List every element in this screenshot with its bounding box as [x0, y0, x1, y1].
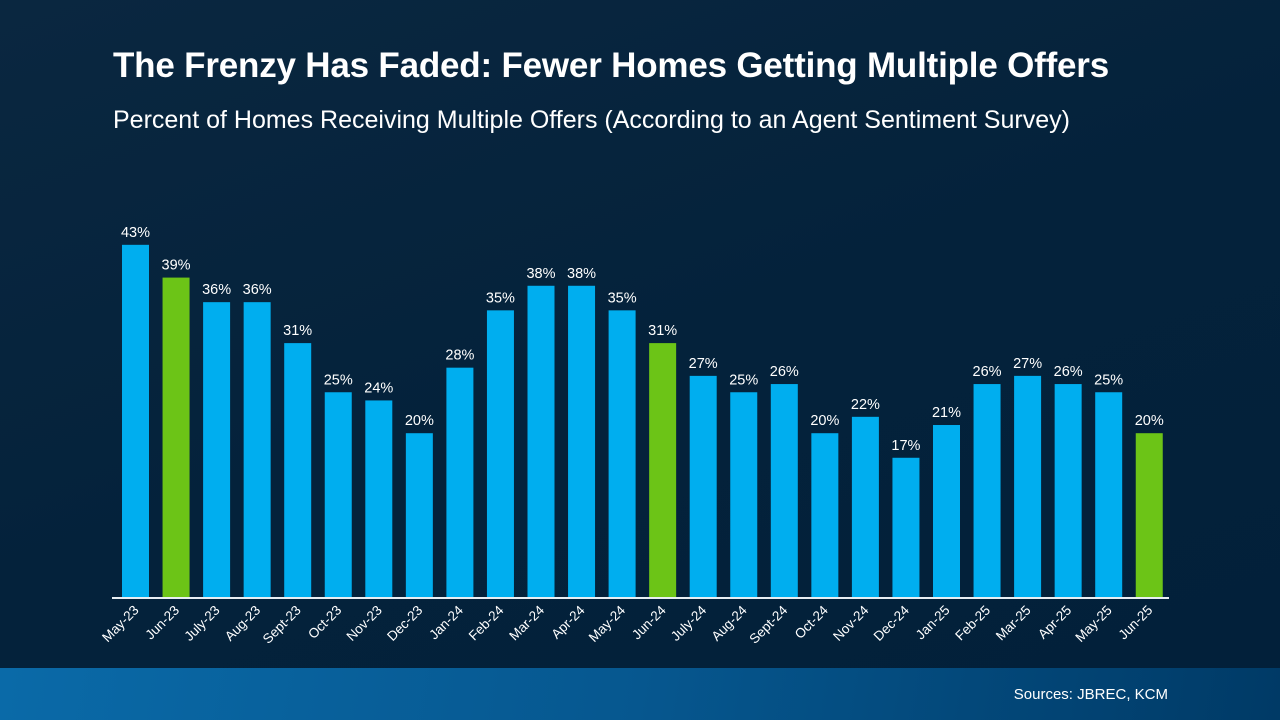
x-tick-label: Nov-24 [830, 602, 872, 644]
footer-band: Sources: JBREC, KCM [0, 668, 1280, 720]
bar-july-24 [689, 375, 717, 597]
bar-may-23 [122, 244, 149, 597]
data-label: 36% [243, 282, 272, 298]
x-tick-label: Oct-24 [792, 602, 832, 642]
x-tick-label: Feb-25 [952, 603, 993, 644]
x-tick-label: Sept-24 [746, 602, 790, 646]
data-label: 20% [810, 413, 839, 429]
bar-oct-24 [811, 433, 839, 597]
data-label: 43% [121, 225, 150, 241]
bar-mar-24 [527, 285, 555, 597]
bar-dec-24 [892, 457, 920, 597]
data-label: 31% [648, 323, 677, 339]
bar-jun-24 [649, 343, 677, 597]
data-label: 20% [405, 413, 434, 429]
bar-oct-23 [324, 392, 352, 597]
data-label: 25% [324, 372, 353, 388]
data-label: 26% [770, 364, 799, 380]
x-tick-label: Apr-25 [1035, 603, 1074, 642]
x-tick-label: Dec-24 [871, 602, 913, 644]
bar-feb-24 [486, 310, 514, 597]
bar-apr-24 [568, 285, 596, 597]
bar-aug-24 [730, 392, 758, 597]
data-label: 27% [689, 356, 718, 372]
x-tick-label: May-25 [1072, 603, 1114, 645]
data-label: 38% [526, 266, 555, 282]
x-tick-label: Nov-23 [344, 603, 385, 644]
bar-sept-23 [284, 343, 312, 597]
x-tick-label: Jun-24 [629, 602, 669, 642]
x-tick-label: May-24 [586, 602, 629, 645]
x-tick-label: Sept-23 [260, 603, 304, 647]
x-tick-label: Apr-24 [548, 602, 588, 642]
data-label: 35% [486, 290, 515, 306]
x-tick-label: Jan-25 [913, 603, 953, 643]
chart-subtitle: Percent of Homes Receiving Multiple Offe… [113, 106, 1070, 134]
data-label: 26% [1054, 364, 1083, 380]
x-tick-label: May-23 [99, 603, 141, 645]
bar-may-24 [608, 310, 636, 597]
x-tick-label: July-23 [181, 603, 222, 644]
x-tick-label: Aug-23 [222, 603, 263, 644]
data-label: 35% [608, 290, 637, 306]
data-label: 22% [851, 397, 880, 413]
bar-jun-23 [162, 277, 190, 597]
chart-title: The Frenzy Has Faded: Fewer Homes Gettin… [113, 46, 1109, 85]
data-label: 38% [567, 266, 596, 282]
data-label: 28% [445, 348, 474, 364]
bar-may-25 [1095, 392, 1123, 597]
bar-aug-23 [243, 302, 271, 597]
x-tick-label: Mar-24 [506, 602, 547, 643]
source-note: Sources: JBREC, KCM [1013, 686, 1168, 703]
bar-july-23 [203, 302, 231, 597]
data-label: 24% [364, 380, 393, 396]
x-tick-label: Feb-24 [466, 602, 507, 643]
data-label: 27% [1013, 356, 1042, 372]
x-tick-label: Jun-23 [142, 603, 182, 643]
x-tick-label: Oct-23 [305, 603, 344, 642]
bar-jan-25 [933, 425, 960, 597]
data-label: 31% [283, 323, 312, 339]
x-tick-label: July-24 [668, 602, 710, 644]
bar-apr-25 [1054, 384, 1082, 597]
bar-dec-23 [405, 433, 433, 597]
bar-sept-24 [770, 384, 798, 597]
bar-jan-24 [446, 367, 474, 597]
bar-nov-23 [365, 400, 393, 597]
bar-mar-25 [1014, 375, 1042, 597]
x-tick-label: Jun-25 [1116, 603, 1156, 643]
bar-nov-24 [851, 416, 879, 597]
data-label: 17% [891, 438, 920, 454]
data-label: 20% [1135, 413, 1164, 429]
x-tick-label: Aug-24 [708, 602, 750, 644]
data-label: 21% [932, 405, 961, 421]
bar-chart: 43% May-23 39% Jun-23 36% July-23 36% Aug-23 31%… [99, 225, 1169, 647]
data-label: 26% [973, 364, 1002, 380]
x-tick-label: Dec-23 [384, 603, 425, 644]
data-label: 25% [1094, 372, 1123, 388]
bar-jun-25 [1135, 433, 1163, 597]
data-label: 36% [202, 282, 231, 298]
bar-feb-25 [973, 384, 1001, 597]
x-tick-label: Mar-25 [993, 603, 1034, 644]
data-label: 25% [729, 372, 758, 388]
data-label: 39% [162, 258, 191, 274]
x-tick-label: Jan-24 [426, 602, 466, 642]
